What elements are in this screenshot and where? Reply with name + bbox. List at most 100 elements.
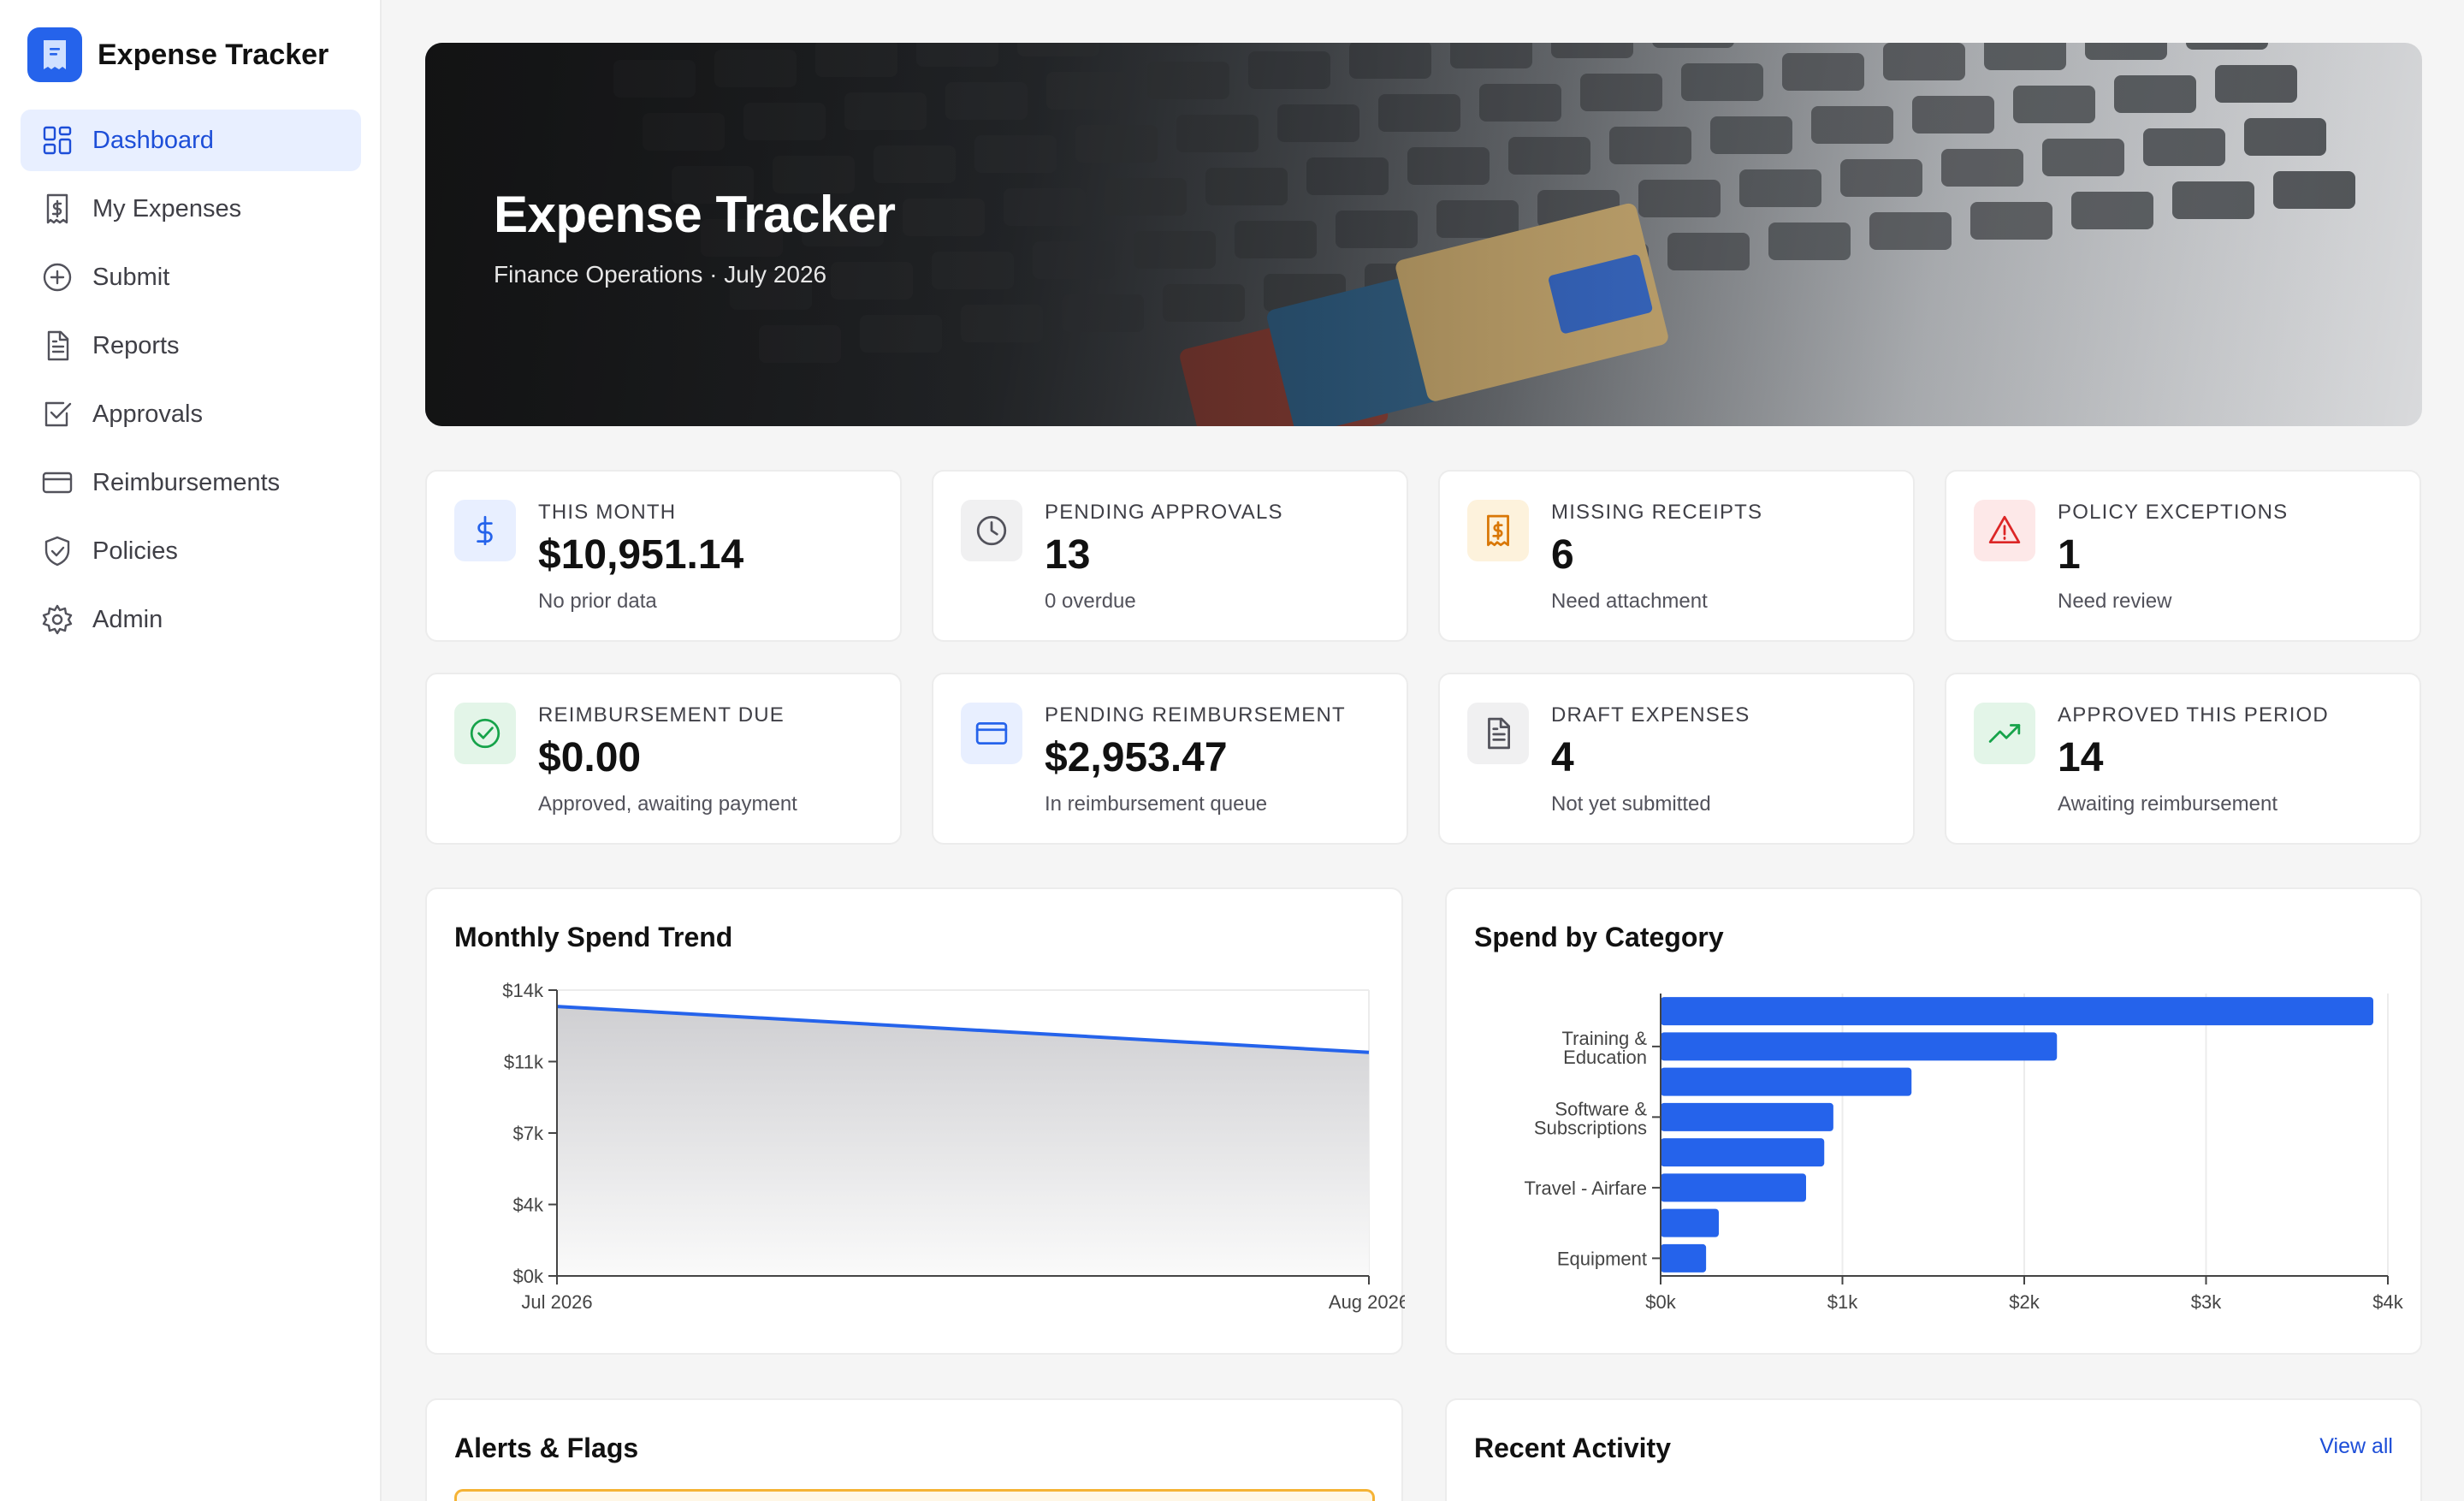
stat-label: APPROVED THIS PERIOD [2058, 703, 2329, 727]
sidebar-item-label: My Expenses [92, 194, 242, 222]
sidebar-item-label: Approvals [92, 400, 203, 428]
check-square-icon [41, 398, 74, 430]
stat-label: POLICY EXCEPTIONS [2058, 501, 2289, 524]
spend-by-category-panel: Spend by Category $0k $1k $2k $3k $4k Trainin… [1445, 887, 2422, 1355]
monthly-spend-chart: $0k $4k $7k $11k $14k Jul 2026 Aug 2026 [502, 980, 1405, 1313]
sidebar-item-label: Reports [92, 331, 180, 359]
stat-card-reimbursement-due[interactable]: REIMBURSEMENT DUE $0.00 Approved, awaiting… [425, 673, 902, 845]
y-tick-label: Software & [1555, 1098, 1647, 1119]
stat-subtext: No prior data [538, 590, 657, 613]
document-icon [41, 329, 74, 362]
sidebar-item-label: Admin [92, 605, 163, 633]
stat-value: $2,953.47 [1045, 735, 1228, 780]
trending-up-icon [1974, 703, 2035, 764]
y-tick-label: $0k [513, 1266, 544, 1287]
credit-card-icon [41, 466, 74, 499]
plus-circle-icon [41, 261, 74, 294]
x-tick-label: $3k [2191, 1291, 2222, 1313]
app-title: Expense Tracker [98, 38, 329, 71]
y-tick-label: Subscriptions [1534, 1117, 1647, 1138]
stat-card-pending-approvals[interactable]: PENDING APPROVALS 13 0 overdue [932, 470, 1408, 642]
sidebar-item-policies[interactable]: Policies [21, 520, 361, 582]
dollar-icon [454, 500, 516, 561]
y-tick-label: $7k [513, 1123, 544, 1144]
stat-card-pending-reimbursement[interactable]: PENDING REIMBURSEMENT $2,953.47 In reimbur… [932, 673, 1408, 845]
y-tick-label: Education [1563, 1047, 1647, 1068]
y-tick-label: Travel - Airfare [1525, 1178, 1647, 1199]
stat-value: 1 [2058, 532, 2081, 578]
sidebar-item-admin[interactable]: Admin [21, 589, 361, 650]
sidebar: Expense Tracker Dashboard My Expenses Subm… [0, 0, 382, 1501]
sidebar-item-dashboard[interactable]: Dashboard [21, 110, 361, 171]
stat-value: $10,951.14 [538, 532, 744, 578]
stat-card-draft-expenses[interactable]: DRAFT EXPENSES 4 Not yet submitted [1438, 673, 1915, 845]
category-bar [1661, 1067, 1912, 1096]
y-tick-label: $14k [502, 980, 544, 1001]
alerts-panel: Alerts & Flags [425, 1398, 1403, 1501]
category-bar [1661, 1243, 1707, 1273]
category-bar [1661, 1173, 1806, 1202]
trend-area [557, 1006, 1369, 1276]
alerts-title: Alerts & Flags [454, 1433, 639, 1463]
gear-icon [41, 603, 74, 636]
stat-subtext: Not yet submitted [1551, 792, 1711, 816]
category-bar [1661, 1032, 2058, 1061]
stat-card-approved-this-period[interactable]: APPROVED THIS PERIOD 14 Awaiting reimburse… [1945, 673, 2421, 845]
alert-item[interactable] [454, 1489, 1375, 1501]
stat-card-this-month[interactable]: THIS MONTH $10,951.14 No prior data [425, 470, 902, 642]
stat-value: 13 [1045, 532, 1091, 578]
receipt-dollar-icon [41, 193, 74, 225]
stat-label: REIMBURSEMENT DUE [538, 703, 785, 727]
stat-subtext: Need review [2058, 590, 2172, 613]
sidebar-item-my-expenses[interactable]: My Expenses [21, 178, 361, 240]
clock-icon [961, 500, 1022, 561]
y-tick-label: $11k [504, 1052, 544, 1073]
sidebar-item-submit[interactable]: Submit [21, 246, 361, 308]
check-circle-icon [454, 703, 516, 764]
dashboard-icon [41, 124, 74, 157]
stat-card-missing-receipts[interactable]: MISSING RECEIPTS 6 Need attachment [1438, 470, 1915, 642]
category-bar [1661, 1102, 1833, 1131]
sidebar-item-label: Policies [92, 537, 178, 565]
x-tick-label: $0k [1645, 1291, 1676, 1313]
main-nav: Dashboard My Expenses Submit Reports Approva… [21, 110, 361, 657]
stat-subtext: Awaiting reimbursement [2058, 792, 2278, 816]
stat-card-policy-exceptions[interactable]: POLICY EXCEPTIONS 1 Need review [1945, 470, 2421, 642]
sidebar-item-approvals[interactable]: Approvals [21, 383, 361, 445]
spend-by-category-chart: $0k $1k $2k $3k $4k Training &Education Softwa… [1525, 994, 2404, 1313]
document-icon [1467, 703, 1529, 764]
hero-title: Expense Tracker [494, 186, 896, 243]
shield-check-icon [41, 535, 74, 567]
stat-subtext: 0 overdue [1045, 590, 1136, 613]
hero-banner: Expense Tracker Finance Operations · Jul… [425, 43, 2422, 426]
brand[interactable]: Expense Tracker [27, 26, 329, 84]
sidebar-item-label: Submit [92, 263, 170, 291]
sidebar-item-reports[interactable]: Reports [21, 315, 361, 377]
warning-icon [1974, 500, 2035, 561]
stat-label: PENDING APPROVALS [1045, 501, 1283, 524]
category-bar [1661, 1208, 1719, 1237]
app-logo-icon [27, 27, 82, 82]
y-tick-label: Equipment [1557, 1248, 1647, 1269]
sidebar-item-reimbursements[interactable]: Reimbursements [21, 452, 361, 513]
category-bar [1661, 997, 2373, 1026]
stat-value: 6 [1551, 532, 1574, 578]
view-all-link[interactable]: View all [2319, 1434, 2393, 1458]
x-tick-label: Jul 2026 [521, 1291, 592, 1313]
stat-value: 4 [1551, 735, 1574, 780]
y-tick-label: Training & [1562, 1028, 1648, 1049]
x-tick-label: $2k [2009, 1291, 2040, 1313]
x-tick-label: $4k [2372, 1291, 2403, 1313]
y-tick-label: $4k [513, 1195, 544, 1216]
stat-cards: THIS MONTH $10,951.14 No prior data PENDING… [425, 470, 2422, 845]
stat-subtext: Need attachment [1551, 590, 1708, 613]
hero-subtitle: Finance Operations · July 2026 [494, 261, 827, 288]
sidebar-item-label: Reimbursements [92, 468, 281, 496]
sidebar-item-label: Dashboard [92, 126, 214, 154]
monthly-spend-panel: Monthly Spend Trend $0k $4k $7k $11k $14k Jul… [425, 887, 1405, 1355]
monthly-spend-title: Monthly Spend Trend [454, 922, 733, 952]
laptop-keyboard-image [425, 43, 2422, 426]
credit-card-icon [961, 703, 1022, 764]
trend-line [556, 1005, 1370, 1054]
x-tick-label: $1k [1827, 1291, 1858, 1313]
